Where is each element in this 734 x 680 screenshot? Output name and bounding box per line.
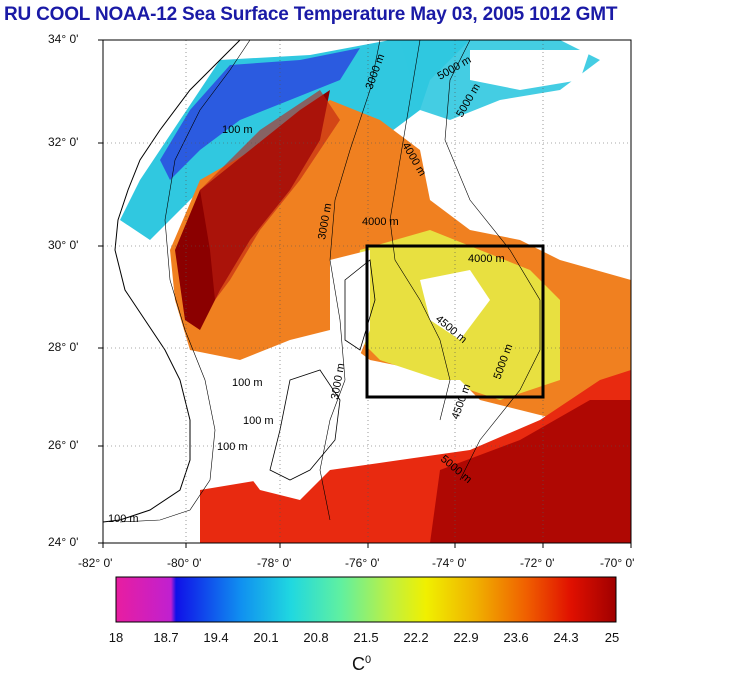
- study-region-box: [365, 244, 545, 399]
- colorbar-tick: 18: [108, 630, 124, 645]
- contour-4000m: [389, 40, 451, 421]
- colorbar-unit-sup: 0: [365, 654, 372, 666]
- coastline: [103, 40, 241, 523]
- lon-label-74: -74° 0': [432, 556, 467, 570]
- contour-label-4000m-b: 4000 m: [362, 216, 399, 228]
- contour-5000m: [444, 40, 541, 481]
- lat-label-32: 32° 0': [48, 135, 79, 149]
- cloud-center: [420, 270, 490, 340]
- colorbar-tick: 23.6: [503, 630, 529, 645]
- lat-label-34: 34° 0': [48, 32, 79, 46]
- contour-label-100m-b: 100 m: [232, 377, 263, 389]
- map-title: RU COOL NOAA-12 Sea Surface Temperature …: [4, 4, 618, 25]
- lon-label-70: -70° 0': [600, 556, 635, 570]
- lat-label-24: 24° 0': [48, 535, 79, 549]
- gulf-stream-edge: [200, 90, 340, 300]
- colorbar-tick: 22.9: [453, 630, 479, 645]
- contour-label-100m-a: 100 m: [222, 124, 253, 136]
- colorbar-tick: 18.7: [153, 630, 179, 645]
- contour-label-100m-e: 100 m: [108, 513, 139, 525]
- lat-label-30: 30° 0': [48, 238, 79, 252]
- colorbar-unit: C0: [352, 654, 371, 675]
- cold-core: [160, 48, 360, 180]
- florida-land: [103, 40, 240, 525]
- lon-label-72: -72° 0': [520, 556, 555, 570]
- colorbar-tick: 21.5: [353, 630, 379, 645]
- colorbar-tick: 20.8: [303, 630, 329, 645]
- contour-100m: [119, 40, 251, 523]
- colorbar-tick: 20.1: [253, 630, 279, 645]
- south-core: [430, 400, 631, 543]
- contour-label-100m-d: 100 m: [217, 441, 248, 453]
- lat-label-28: 28° 0': [48, 340, 79, 354]
- lat-label-26: 26° 0': [48, 438, 79, 452]
- colorbar-tick: 22.2: [403, 630, 429, 645]
- colorbar: [115, 576, 617, 623]
- lon-label-78: -78° 0': [257, 556, 292, 570]
- plot-frame: [102, 39, 632, 544]
- bahamas-shelf-2: [330, 250, 370, 380]
- contour-3000m: [319, 40, 381, 521]
- lon-label-76: -76° 0': [345, 556, 380, 570]
- axis-ticks: [98, 39, 632, 548]
- cloud-south: [370, 380, 500, 440]
- contour-label-100m-c: 100 m: [243, 415, 274, 427]
- colorbar-tick: 24.3: [553, 630, 579, 645]
- lon-label-82: -82° 0': [78, 556, 113, 570]
- cloud-east: [430, 160, 631, 260]
- colorbar-tick: 19.4: [203, 630, 229, 645]
- colorbar-tick: 25: [604, 630, 620, 645]
- lon-label-80: -80° 0': [167, 556, 202, 570]
- ne-cloud: [470, 50, 590, 90]
- contour-label-4000m-c: 4000 m: [468, 253, 505, 265]
- colorbar-unit-text: C: [352, 654, 365, 674]
- sst-field: 100 m 100 m 100 m 100 m 100 m 3000 m 300…: [103, 40, 631, 543]
